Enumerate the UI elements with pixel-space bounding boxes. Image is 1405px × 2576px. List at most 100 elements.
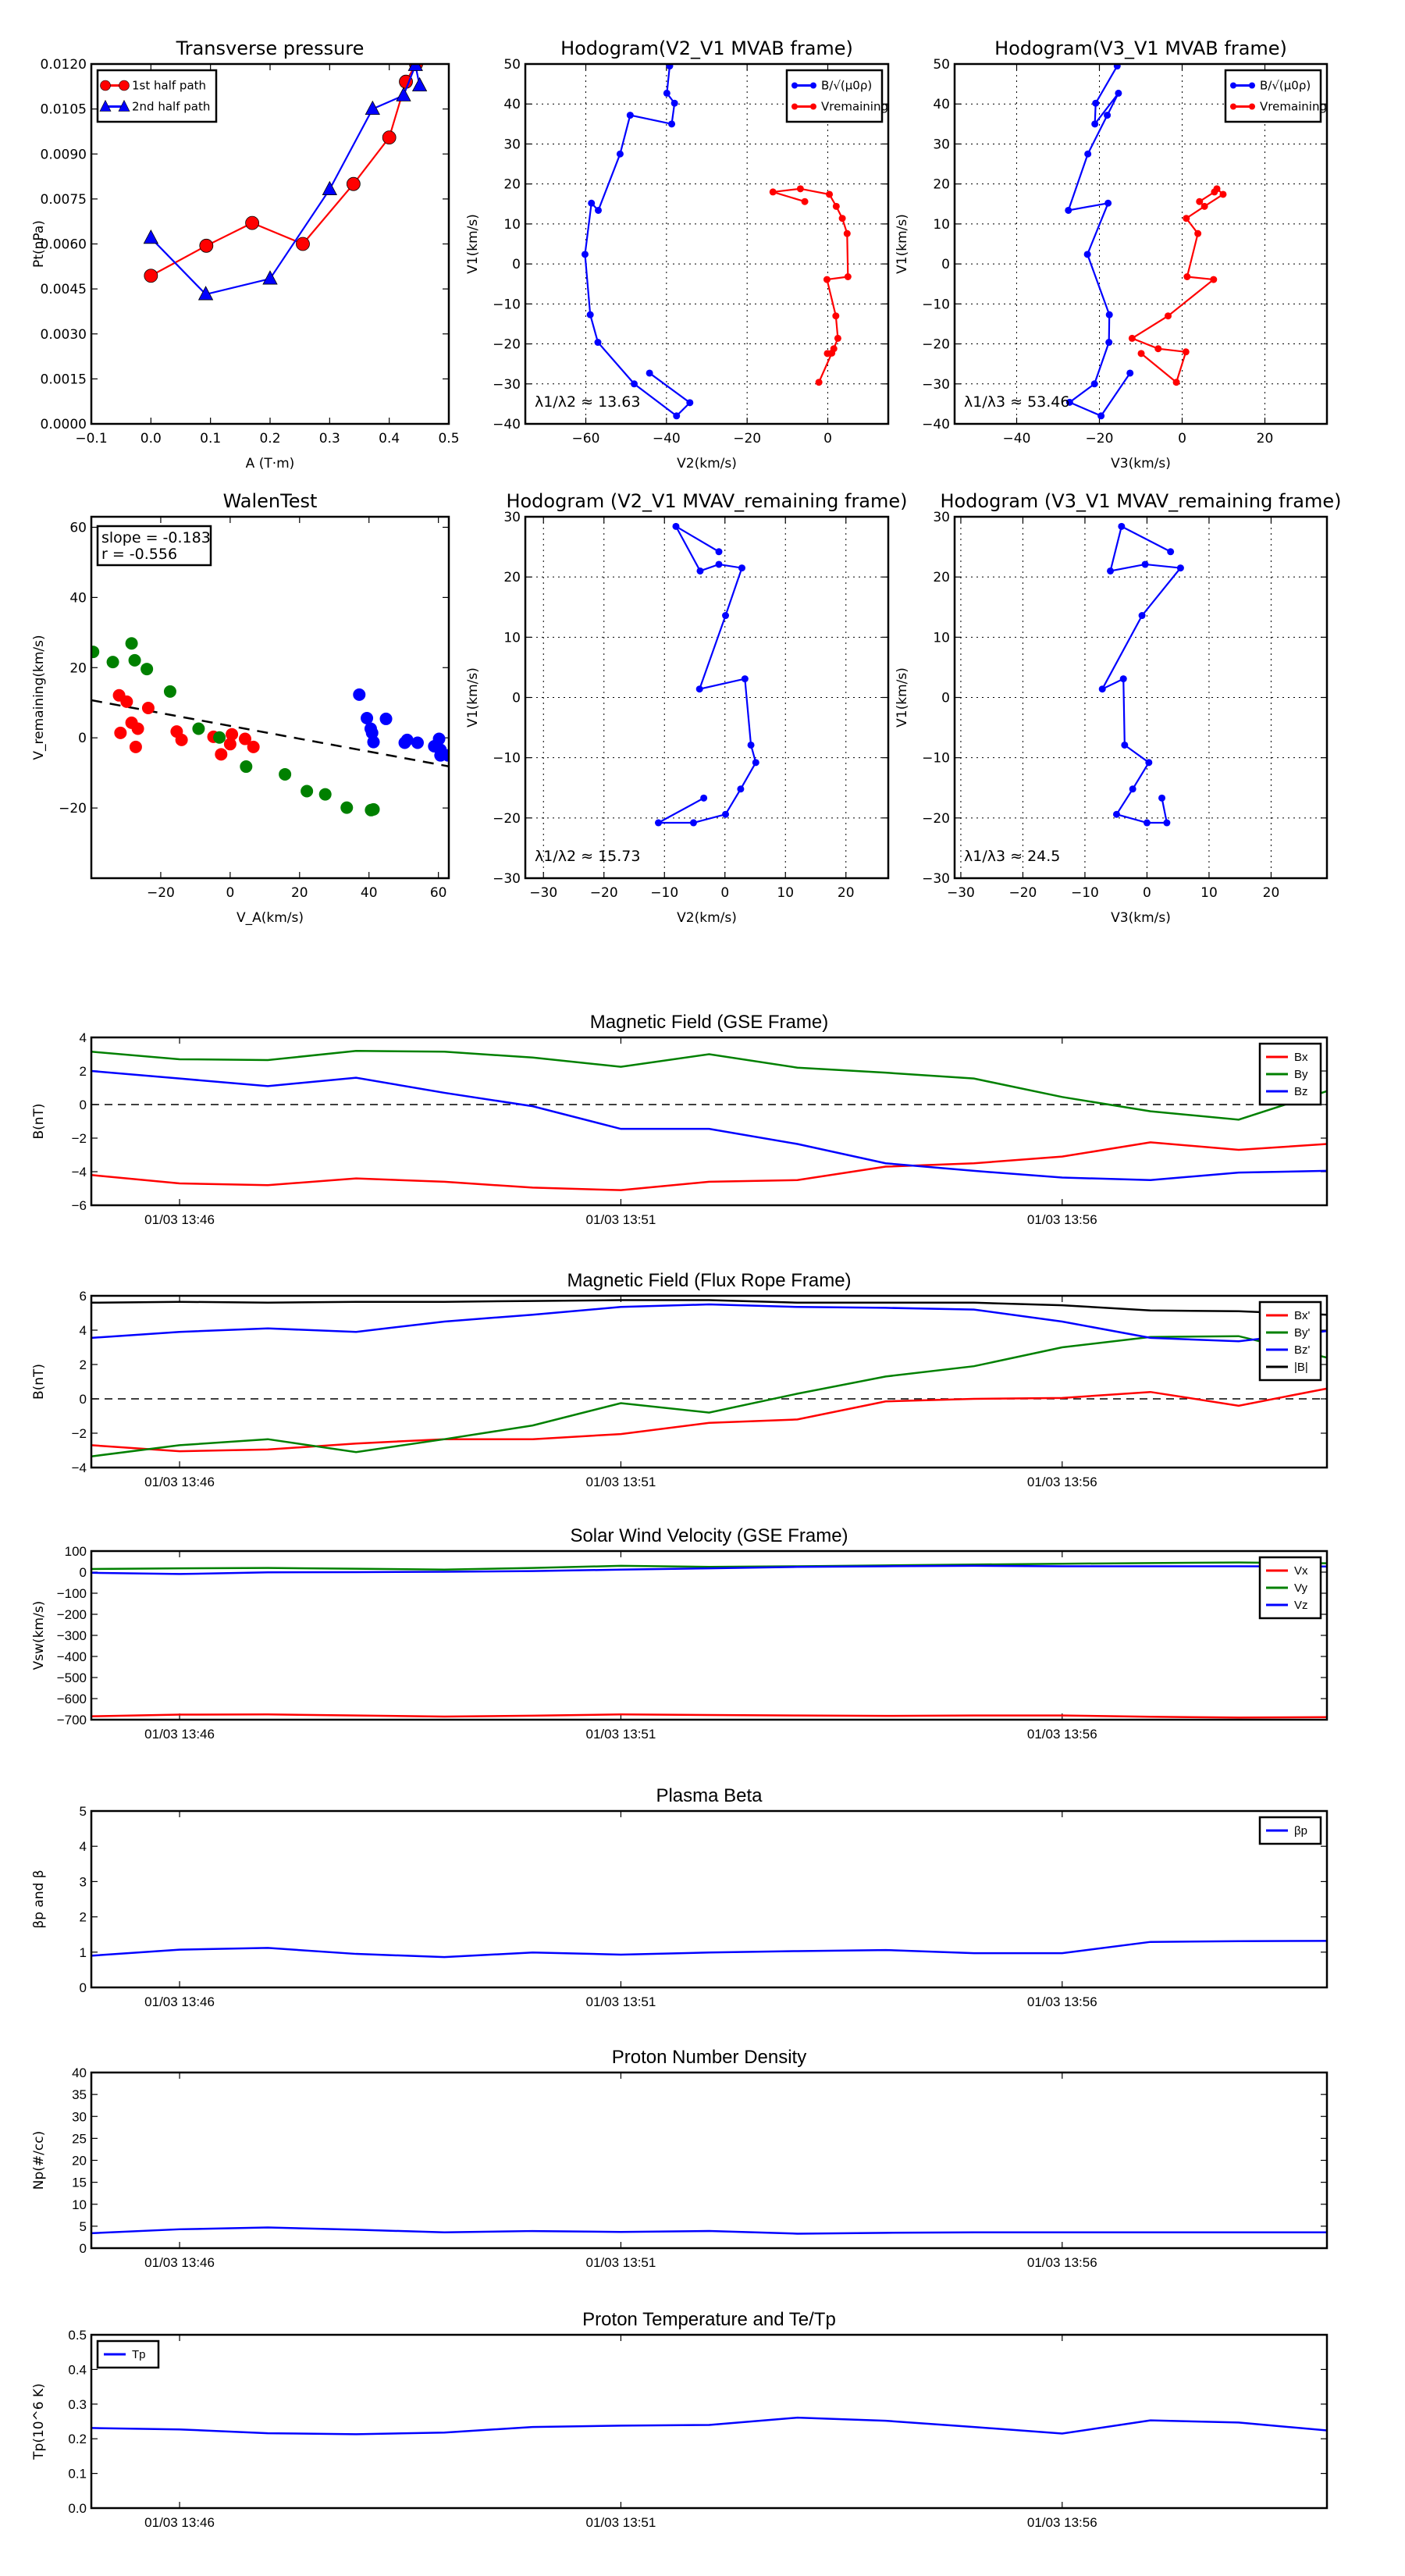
chart-tp: Proton Temperature and Te/Tp 01/03 13:46 0… — [31, 2309, 1329, 2530]
data-point — [396, 87, 411, 101]
x-axis-label: V_A(km/s) — [237, 910, 304, 926]
chart-title: Magnetic Field (GSE Frame) — [590, 1012, 828, 1033]
y-axis-label: V_remaining(km/s) — [31, 635, 47, 760]
x-tick-label: 01/03 13:46 — [144, 1994, 215, 2009]
y-tick-label: 0 — [512, 691, 521, 706]
x-tick-label: 01/03 13:56 — [1027, 1994, 1097, 2009]
legend-label: Bx' — [1294, 1309, 1311, 1322]
data-point — [588, 199, 596, 207]
y-tick-label: −20 — [493, 811, 521, 827]
data-point — [769, 188, 777, 196]
data-point — [353, 688, 366, 701]
data-point — [695, 685, 703, 693]
y-tick-label: 0.0000 — [41, 417, 87, 432]
chart-b_fr: Magnetic Field (Flux Rope Frame) 01/03 13… — [31, 1270, 1329, 1489]
y-tick-label: 0.0015 — [41, 372, 87, 387]
y-tick-label: 20 — [933, 570, 950, 585]
y-tick-label: 0.0120 — [41, 57, 87, 73]
plot-frame — [524, 515, 890, 880]
plot-area — [1065, 64, 1227, 420]
y-tick-label: −10 — [922, 297, 950, 312]
legend: Bx' By' Bz' |B| — [1258, 1300, 1322, 1382]
x-tick-label: 0.5 — [438, 431, 459, 447]
series-line-vremaining — [1100, 525, 1183, 824]
series-line-vremaining — [1129, 187, 1225, 384]
data-point — [666, 64, 674, 70]
legend-label: Vremaining — [1260, 100, 1327, 114]
x-tick-label: 0 — [1143, 885, 1151, 901]
data-point — [361, 712, 374, 725]
legend-marker — [1230, 103, 1236, 110]
y-tick-label: 0 — [80, 1980, 87, 1995]
x-tick-label: 01/03 13:51 — [586, 1212, 656, 1227]
data-point — [1182, 348, 1190, 356]
x-tick-label: 10 — [777, 885, 794, 901]
data-point — [223, 738, 237, 751]
y-tick-label: 0 — [78, 731, 87, 746]
legend-label: Vx — [1294, 1564, 1308, 1578]
data-point — [340, 801, 354, 814]
data-point — [226, 728, 239, 741]
y-axis-label: Tp(10^6 K) — [31, 2383, 47, 2460]
data-point — [1128, 334, 1136, 342]
data-point — [1210, 276, 1218, 283]
data-point — [1105, 311, 1113, 318]
x-tick-label: −60 — [572, 431, 600, 447]
data-point — [1065, 206, 1072, 214]
y-tick-label: 50 — [933, 57, 950, 73]
data-point — [1105, 339, 1113, 347]
legend-label: Vz — [1294, 1599, 1308, 1612]
data-point — [1129, 785, 1136, 793]
data-point — [322, 180, 337, 195]
y-tick-label: 20 — [72, 2154, 87, 2169]
eigenvalue-ratio-label: λ1/λ3 ≈ 24.5 — [964, 848, 1060, 865]
x-tick-label: 0.4 — [379, 431, 400, 447]
series-line-by — [91, 1335, 1327, 1457]
data-point — [129, 740, 142, 753]
data-point — [1113, 64, 1121, 70]
x-tick-label: 0.1 — [200, 431, 221, 447]
x-tick-label: −40 — [1003, 431, 1031, 447]
x-tick-label: 01/03 13:46 — [144, 2515, 215, 2530]
x-tick-label: −20 — [590, 885, 618, 901]
data-point — [400, 733, 414, 746]
x-axis-label: V3(km/s) — [1111, 456, 1171, 471]
x-tick-label: −20 — [1009, 885, 1037, 901]
y-tick-label: 30 — [933, 137, 950, 152]
x-tick-label: 01/03 13:51 — [586, 1994, 656, 2009]
chart-walen: WalenTest −20 0 20 40 60 −20 0 20 40 60 V_A(km/s) V_… — [31, 490, 450, 926]
data-point — [279, 767, 292, 781]
data-point — [1154, 345, 1162, 353]
y-tick-label: 35 — [72, 2087, 87, 2102]
y-tick-label: 50 — [503, 57, 521, 73]
y-tick-label: 2 — [80, 1064, 87, 1079]
plot-area — [581, 64, 852, 420]
y-tick-label: 30 — [933, 510, 950, 525]
data-point — [141, 701, 155, 714]
chart-hodo_v3v1_mvav: Hodogram (V3_V1 MVAV_remaining frame) −30… — [895, 490, 1342, 926]
plot-area — [143, 64, 428, 301]
series-line-bx — [91, 1387, 1327, 1453]
y-tick-label: 0 — [80, 1565, 87, 1580]
data-point — [1219, 190, 1227, 198]
series-line-b0 — [584, 66, 692, 418]
series-line-b0 — [1067, 66, 1131, 418]
data-point — [301, 785, 314, 798]
y-tick-label: 2 — [80, 1357, 87, 1372]
y-tick-label: 4 — [80, 1030, 87, 1045]
y-tick-label: 100 — [65, 1544, 87, 1559]
data-point — [1126, 369, 1134, 377]
data-point — [586, 311, 594, 318]
x-tick-label: 40 — [361, 885, 378, 901]
y-axis-label: Pt(nPa) — [31, 220, 47, 268]
data-point — [296, 237, 310, 251]
chart-transverse: Transverse pressure −0.1 0.0 0.1 0.2 0.3 0.4 0.… — [31, 37, 460, 471]
y-tick-label: 0.0060 — [41, 237, 87, 253]
data-point — [823, 276, 831, 283]
data-point — [1194, 229, 1202, 237]
y-tick-label: 0.0030 — [41, 327, 87, 343]
x-tick-label: 01/03 13:46 — [144, 2255, 215, 2270]
x-axis-label: V2(km/s) — [677, 910, 737, 926]
series-line-p — [91, 1940, 1327, 1959]
series-line-bx — [91, 1141, 1327, 1191]
